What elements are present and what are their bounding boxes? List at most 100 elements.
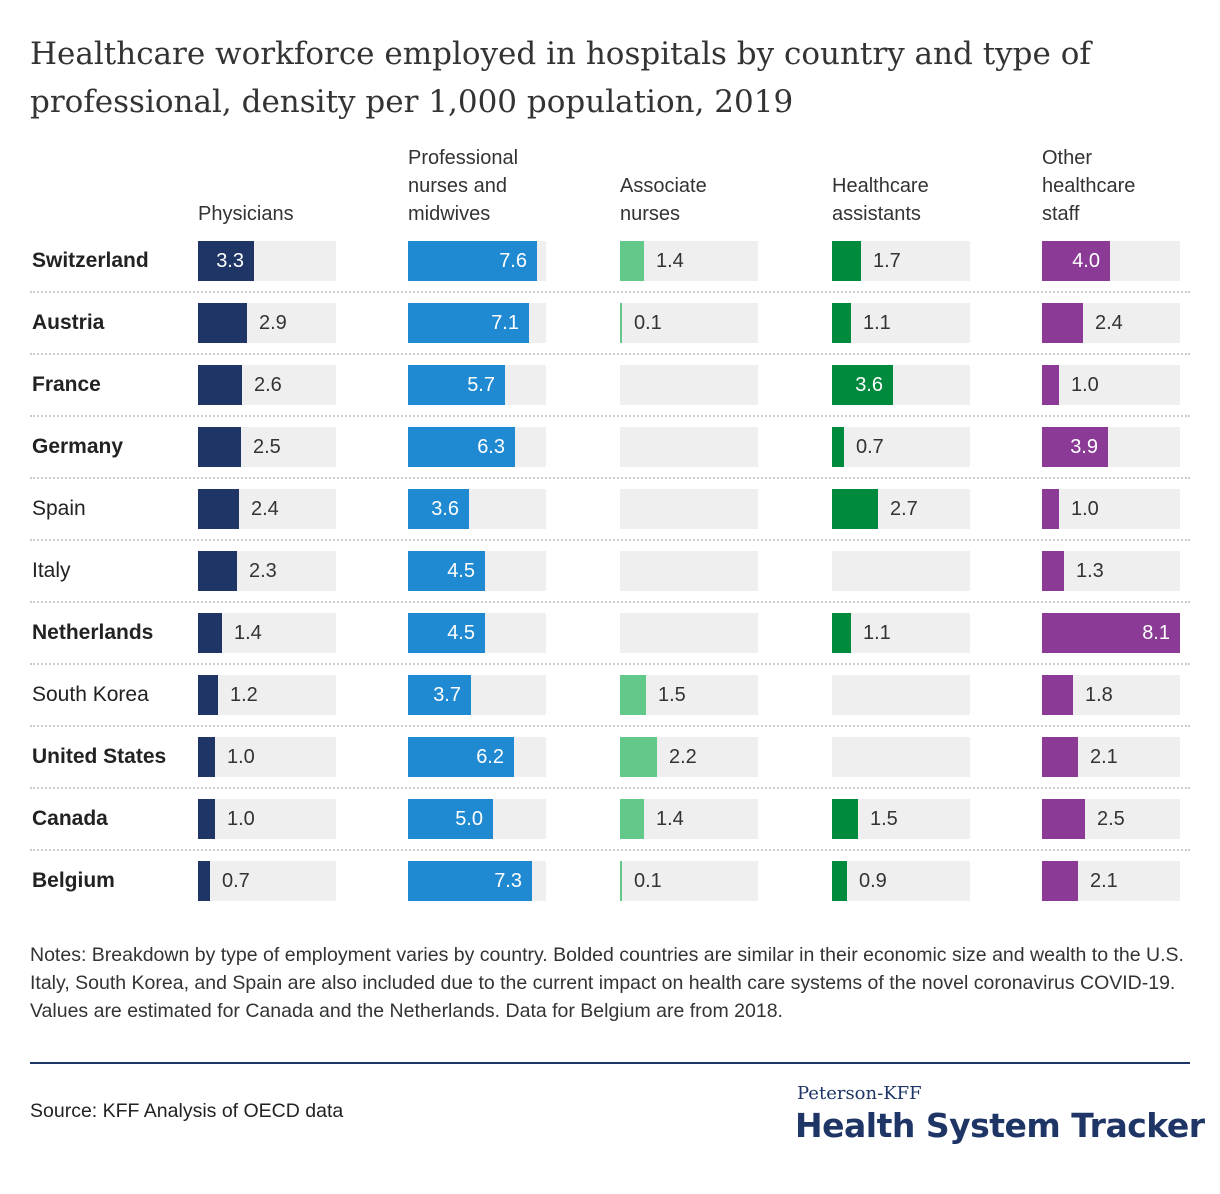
column-header-2: Professional nurses and midwives (408, 147, 519, 225)
row-separator (30, 291, 1190, 293)
brand-logo-text: Health System Tracker (795, 1106, 1205, 1145)
chart-notes: Notes: Breakdown by type of employment v… (30, 944, 1184, 1022)
data-label: 1.8 (1085, 684, 1113, 706)
data-label: 2.2 (669, 746, 697, 768)
bar (1042, 489, 1059, 529)
chart-title: Healthcare workforce employed in hospita… (30, 36, 1091, 120)
bar (1042, 365, 1059, 405)
bar-track (620, 861, 758, 901)
bar (198, 427, 241, 467)
bar-track (198, 675, 336, 715)
data-label: 2.1 (1090, 870, 1118, 892)
data-label: 2.6 (254, 374, 282, 396)
bar-track (832, 675, 970, 715)
column-header-1: Physicians (198, 203, 294, 225)
bar (832, 613, 851, 653)
bar (408, 737, 514, 777)
row-separator (30, 601, 1190, 603)
data-label: 0.7 (856, 436, 884, 458)
country-label: France (32, 373, 101, 396)
bar (620, 241, 644, 281)
data-label: 7.1 (491, 312, 519, 334)
bar (1042, 675, 1073, 715)
data-label: 1.5 (870, 808, 898, 830)
bar-track (1042, 551, 1180, 591)
bar (198, 365, 242, 405)
chart-source: Source: KFF Analysis of OECD data (30, 1100, 344, 1122)
data-label: 5.7 (467, 374, 495, 396)
bar (408, 551, 485, 591)
data-label: 2.5 (253, 436, 281, 458)
bar-track (620, 551, 758, 591)
bar (408, 489, 469, 529)
bar-track (198, 799, 336, 839)
column-header-4: Healthcare assistants (832, 175, 929, 225)
bar-track (620, 427, 758, 467)
data-label: 0.1 (634, 870, 662, 892)
column-header-5: Other healthcare staff (1042, 147, 1136, 225)
country-label: Spain (32, 497, 86, 520)
data-label: 2.9 (259, 312, 287, 334)
bar (198, 675, 218, 715)
bar (198, 303, 247, 343)
bar-track (832, 737, 970, 777)
bar (620, 303, 622, 343)
bar (1042, 737, 1078, 777)
country-label: Italy (32, 559, 71, 582)
bar-track (832, 427, 970, 467)
bar-track (620, 303, 758, 343)
bar (832, 365, 893, 405)
data-label: 6.3 (477, 436, 505, 458)
bar-track (832, 551, 970, 591)
bar (408, 427, 515, 467)
bar (1042, 303, 1083, 343)
data-label: 8.1 (1142, 622, 1170, 644)
data-label: 1.1 (863, 312, 891, 334)
data-label: 5.0 (455, 808, 483, 830)
data-label: 7.6 (499, 250, 527, 272)
row-separator (30, 477, 1190, 479)
bar (408, 799, 493, 839)
bar (198, 737, 215, 777)
data-label: 0.7 (222, 870, 250, 892)
bar (1042, 551, 1064, 591)
row-separator (30, 725, 1190, 727)
country-label: Belgium (32, 869, 115, 892)
data-label: 1.0 (1071, 498, 1099, 520)
bar (832, 861, 847, 901)
bar (620, 861, 622, 901)
data-label: 1.7 (873, 250, 901, 272)
footer-divider (30, 1062, 1190, 1064)
data-label: 3.6 (855, 374, 883, 396)
country-label: Austria (32, 311, 105, 334)
row-separator (30, 539, 1190, 541)
data-label: 2.3 (249, 560, 277, 582)
country-label: Netherlands (32, 621, 154, 644)
country-label: Canada (32, 807, 108, 830)
data-label: 1.3 (1076, 560, 1104, 582)
data-label: 1.4 (234, 622, 262, 644)
bar (832, 489, 878, 529)
bar-track (832, 861, 970, 901)
bar (620, 675, 646, 715)
bar-track (1042, 489, 1180, 529)
data-label: 1.5 (658, 684, 686, 706)
bar (408, 365, 505, 405)
bar (620, 737, 657, 777)
bar-track (620, 489, 758, 529)
bar (198, 489, 239, 529)
data-label: 4.5 (447, 622, 475, 644)
data-label: 2.4 (251, 498, 279, 520)
bar (408, 861, 532, 901)
bar (832, 427, 844, 467)
bar (408, 303, 529, 343)
bar (1042, 613, 1180, 653)
data-label: 6.2 (476, 746, 504, 768)
bar (620, 799, 644, 839)
data-label: 4.0 (1072, 250, 1100, 272)
row-separator (30, 663, 1190, 665)
data-label: 1.0 (227, 808, 255, 830)
bar-track (832, 303, 970, 343)
data-label: 2.7 (890, 498, 918, 520)
bar (198, 241, 254, 281)
